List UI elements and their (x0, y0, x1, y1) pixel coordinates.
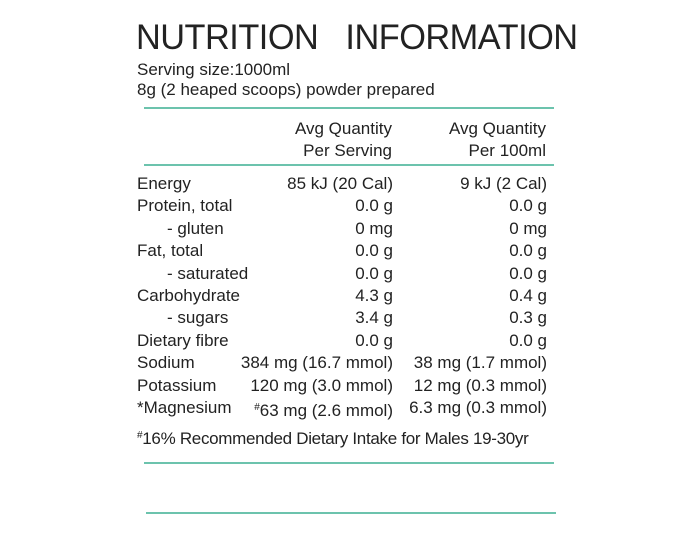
value: 85 kJ (20 Cal) (287, 174, 393, 193)
header-line: Per Serving (303, 141, 392, 160)
per-serving-value: 0.0 g (355, 263, 393, 285)
per-100ml-value: 38 mg (1.7 mmol) (413, 353, 547, 373)
per-serving-value: 0.0 g (355, 240, 393, 262)
per-100ml-value: 0.0 g (509, 196, 547, 216)
table-row: *Magnesium #63 mg (2.6 mmol) 6.3 mg (0.3 m… (137, 397, 547, 422)
per-100ml-value: 0.3 g (509, 308, 547, 328)
value: 0.0 g (355, 263, 393, 283)
value: 0.0 g (355, 241, 393, 261)
row-label: Potassium (137, 375, 217, 395)
per-serving-value: 85 kJ (20 Cal) (287, 173, 393, 195)
per-serving-value: 384 mg (16.7 mmol) (241, 352, 393, 374)
per-100ml-value: 0.0 g (509, 330, 547, 350)
page-title: NUTRITION INFORMATION (136, 18, 578, 57)
row-label: Dietary fibre (137, 330, 229, 350)
row-label: - gluten (167, 218, 224, 238)
header-per-100ml: Avg Quantity Per 100ml (449, 118, 546, 162)
table-row: Dietary fibre 0.0 g 0.0 g (137, 330, 547, 352)
row-label: - saturated (167, 263, 249, 283)
divider (144, 462, 554, 464)
per-100ml-value: 0.4 g (509, 286, 547, 305)
footnote-text: 16% Recommended Dietary Intake for Males… (142, 429, 529, 448)
row-label: Fat, total (137, 241, 204, 261)
value: 3.4 g (355, 308, 393, 328)
per-100ml-value: 6.3 mg (0.3 mmol) (409, 398, 547, 417)
table-row: Energy 85 kJ (20 Cal) 9 kJ (2 Cal) (137, 173, 547, 195)
row-label: Carbohydrate (137, 286, 241, 305)
per-100ml-value: 9 kJ (2 Cal) (460, 174, 547, 193)
footnote: #16% Recommended Dietary Intake for Male… (137, 429, 529, 449)
per-100ml-value: 0.0 g (509, 263, 547, 283)
per-serving-value: #63 mg (2.6 mmol) (254, 397, 393, 422)
per-serving-value: 4.3 g (355, 285, 393, 307)
row-label: *Magnesium (137, 398, 232, 417)
per-serving-value: 0 mg (355, 218, 393, 240)
per-serving-value: 0.0 g (355, 330, 393, 352)
table-row: Fat, total 0.0 g 0.0 g (137, 240, 547, 262)
table-row: Carbohydrate 4.3 g 0.4 g (137, 285, 547, 307)
serving-size: Serving size:1000ml (137, 60, 291, 79)
header-line: Per 100ml (468, 141, 546, 160)
value: 63 mg (2.6 mmol) (259, 401, 393, 420)
per-serving-value: 120 mg (3.0 mmol) (250, 375, 393, 397)
table-row: - saturated 0.0 g 0.0 g (137, 263, 547, 285)
table-row: Potassium 120 mg (3.0 mmol) 12 mg (0.3 mmo… (137, 375, 547, 397)
value: 0.0 g (355, 330, 393, 350)
footnote-mark: # (137, 430, 143, 441)
per-serving-value: 3.4 g (355, 307, 393, 329)
per-100ml-value: 0.0 g (509, 241, 547, 261)
per-100ml-value: 0 mg (509, 218, 547, 238)
table-row: Protein, total 0.0 g 0.0 g (137, 195, 547, 217)
header-line: Avg Quantity (294, 119, 392, 138)
divider (144, 107, 554, 109)
row-label: - sugars (167, 308, 229, 328)
row-label: Energy (137, 174, 191, 193)
per-serving-value: 0.0 g (355, 195, 393, 217)
header-per-serving: Avg Quantity Per Serving (295, 118, 392, 162)
rdi-mark: # (254, 402, 260, 413)
preparation-note: 8g (2 heaped scoops) powder prepared (137, 80, 435, 99)
table-row: - gluten 0 mg 0 mg (137, 218, 547, 240)
value: 120 mg (3.0 mmol) (250, 375, 393, 395)
value: 4.3 g (355, 286, 393, 305)
value: 0.0 g (355, 196, 393, 216)
value: 0 mg (355, 218, 393, 238)
row-label: Protein, total (137, 196, 233, 216)
divider (144, 164, 554, 166)
header-line: Avg Quantity (448, 119, 546, 138)
divider (146, 512, 556, 514)
row-label: Sodium (137, 353, 195, 373)
table-row: Sodium 384 mg (16.7 mmol) 38 mg (1.7 mmol) (137, 352, 547, 374)
value: 384 mg (16.7 mmol) (240, 353, 393, 373)
per-100ml-value: 12 mg (0.3 mmol) (413, 375, 547, 395)
table-row: - sugars 3.4 g 0.3 g (137, 307, 547, 329)
